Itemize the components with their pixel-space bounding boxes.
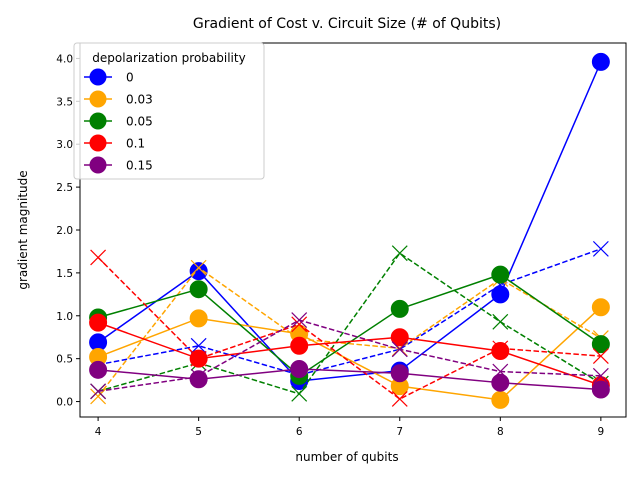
chart-title: Gradient of Cost v. Circuit Size (# of Q… [193, 16, 501, 32]
legend-label: 0.03 [126, 93, 153, 107]
series-solid-line [97, 321, 602, 386]
x-marker [592, 348, 609, 365]
x-axis-label: number of qubits [295, 450, 398, 464]
series-0-15 [89, 312, 610, 400]
y-tick-label: 1.5 [56, 268, 73, 280]
x-marker [391, 391, 408, 407]
y-tick-label: 3.5 [56, 96, 73, 108]
circle-marker [189, 370, 208, 389]
legend-marker [89, 112, 107, 130]
circle-marker [390, 328, 409, 347]
legend-label: 0 [126, 71, 134, 85]
legend-entry: 0.03 [84, 90, 153, 108]
circle-marker [591, 52, 610, 71]
x-marker [391, 245, 408, 262]
x-marker [291, 316, 308, 333]
x-tick-label: 4 [95, 426, 102, 438]
x-tick-label: 7 [396, 426, 403, 438]
series-solid-line [98, 368, 601, 391]
circle-marker [89, 360, 108, 379]
circle-marker [591, 335, 610, 354]
y-tick-label: 0.5 [56, 354, 73, 366]
series-dashed-line [97, 266, 602, 397]
x-tick-label: 6 [296, 426, 303, 438]
circle-marker [491, 285, 510, 304]
y-axis: 0.0 0.5 1.0 1.5 2.0 2.5 3.0 3.5 4.0 [56, 53, 80, 409]
legend-label: 0.1 [126, 137, 145, 151]
legend-label: 0.05 [126, 115, 153, 129]
x-marker [90, 249, 107, 266]
plot-area [89, 52, 610, 409]
x-marker [492, 313, 509, 330]
x-marker [190, 337, 207, 354]
circle-marker [189, 280, 208, 299]
circle-marker [189, 309, 208, 328]
circle-marker [189, 349, 208, 368]
legend-entry: 0.1 [84, 134, 145, 152]
legend-entry: 0.15 [84, 156, 153, 174]
legend-entry: 0 [84, 68, 134, 86]
x-marker [592, 240, 609, 257]
circle-marker [390, 299, 409, 318]
series-solid-line [97, 61, 602, 382]
circle-marker [491, 265, 510, 284]
circle-marker [290, 359, 309, 378]
legend-marker [89, 156, 107, 174]
legend-box [73, 42, 265, 180]
legend-entry: 0.05 [84, 112, 153, 130]
y-tick-label: 1.0 [56, 311, 73, 323]
x-axis: 4 5 6 7 8 9 [95, 417, 604, 438]
series-0-05 [89, 245, 610, 402]
circle-marker [591, 380, 610, 399]
legend-label: 0.15 [126, 159, 153, 173]
circle-marker [189, 262, 208, 281]
circle-marker [491, 373, 510, 392]
circle-marker [290, 336, 309, 355]
series-dashed-line [97, 248, 602, 376]
series-0-1 [89, 249, 610, 407]
circle-marker [89, 313, 108, 332]
y-tick-label: 4.0 [56, 53, 73, 65]
series-solid-line [97, 273, 602, 377]
x-tick-label: 5 [195, 426, 202, 438]
circle-marker [491, 390, 510, 409]
y-tick-label: 2.5 [56, 182, 73, 194]
x-marker [90, 388, 107, 405]
legend: depolarization probability 0 0.03 0.05 0.1 0… [73, 42, 265, 180]
x-marker [391, 341, 408, 358]
series-dashed-line [97, 319, 601, 393]
x-marker [90, 383, 107, 400]
x-tick-label: 8 [497, 426, 504, 438]
circle-marker [591, 298, 610, 317]
circle-marker [390, 364, 409, 383]
series-dashed-line [97, 252, 602, 395]
legend-marker [89, 68, 107, 86]
legend-marker [89, 134, 107, 152]
x-marker [291, 312, 308, 328]
y-tick-label: 0.0 [56, 397, 73, 409]
x-tick-label: 9 [598, 426, 605, 438]
x-marker [190, 259, 207, 276]
circle-marker [491, 341, 510, 360]
x-marker [592, 367, 609, 384]
y-axis-label: gradient magnitude [16, 170, 30, 289]
legend-marker [89, 90, 107, 108]
y-tick-label: 3.0 [56, 139, 73, 151]
x-marker [291, 385, 308, 402]
y-tick-label: 2.0 [56, 225, 73, 237]
legend-title: depolarization probability [92, 51, 245, 65]
